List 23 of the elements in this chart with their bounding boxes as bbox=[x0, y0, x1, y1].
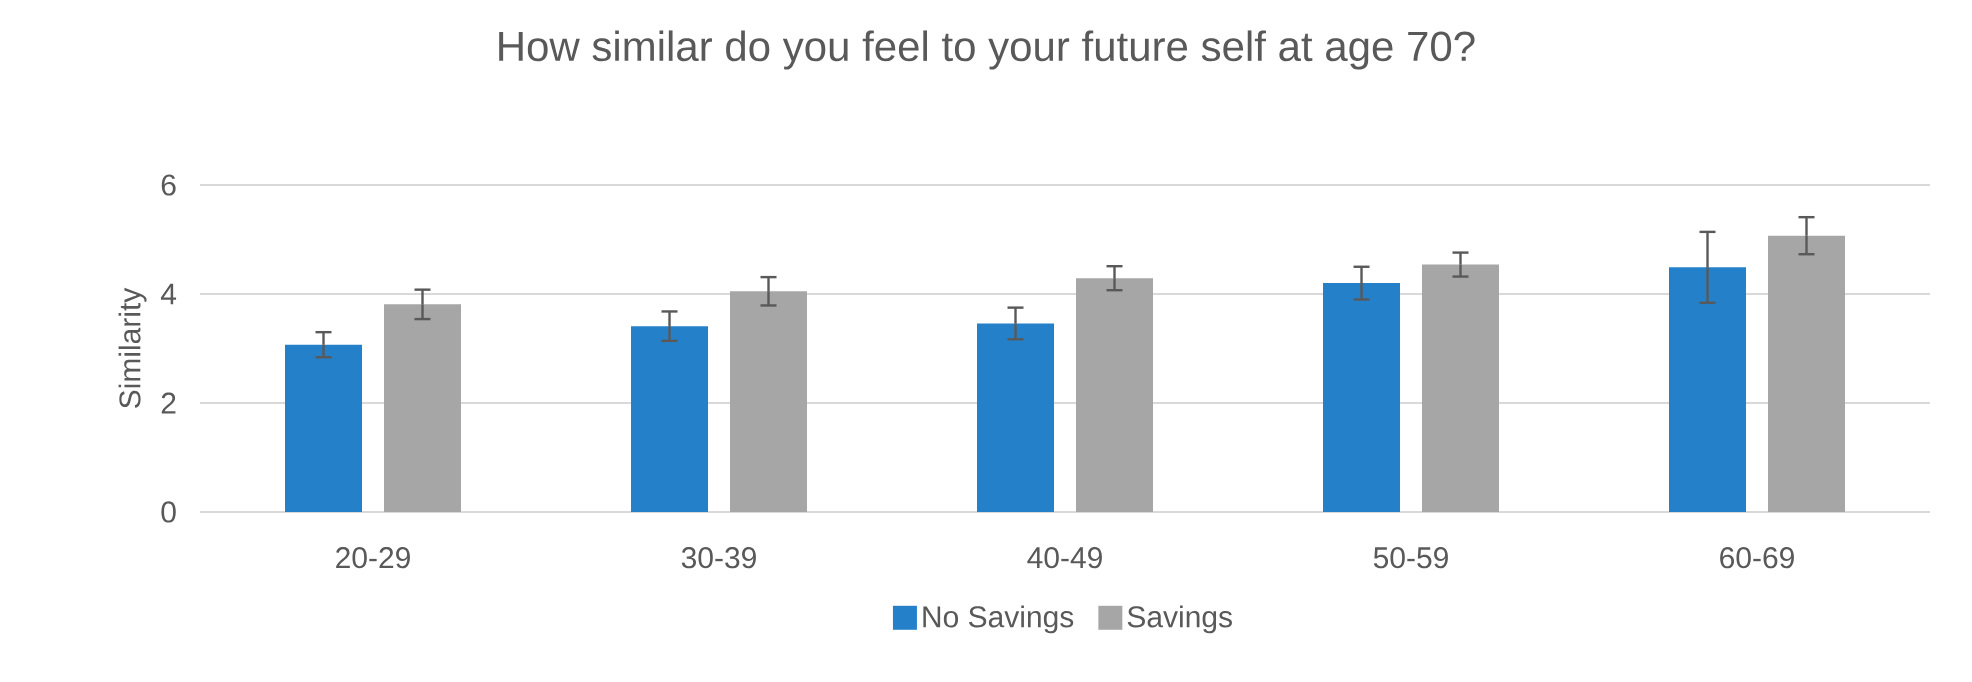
y-axis-title: Similarity bbox=[118, 287, 147, 408]
y-tick-label: 0 bbox=[161, 501, 176, 523]
x-tick-label: 60-69 bbox=[1720, 547, 1794, 569]
x-tick-label: 50-59 bbox=[1373, 547, 1448, 569]
x-tick-label: 20-29 bbox=[336, 547, 410, 569]
bar bbox=[1768, 235, 1845, 512]
chart-title: How similar do you feel to your future self at age 70? bbox=[499, 30, 1475, 70]
y-tick-label: 6 bbox=[161, 174, 176, 196]
bar bbox=[1076, 278, 1154, 512]
legend-label: Savings bbox=[1127, 605, 1232, 634]
bar bbox=[285, 344, 362, 512]
bar bbox=[977, 323, 1054, 512]
bar bbox=[1323, 283, 1400, 512]
y-tick-label: 2 bbox=[161, 392, 176, 414]
x-tick-label: 30-39 bbox=[681, 547, 756, 569]
bar bbox=[730, 291, 808, 512]
bar bbox=[1422, 264, 1499, 512]
bar bbox=[631, 326, 708, 512]
legend-label: No Savings bbox=[923, 605, 1074, 634]
bar bbox=[1669, 267, 1746, 512]
bar bbox=[384, 304, 462, 512]
y-tick-label: 4 bbox=[160, 283, 177, 305]
x-tick-label: 40-49 bbox=[1027, 547, 1102, 569]
